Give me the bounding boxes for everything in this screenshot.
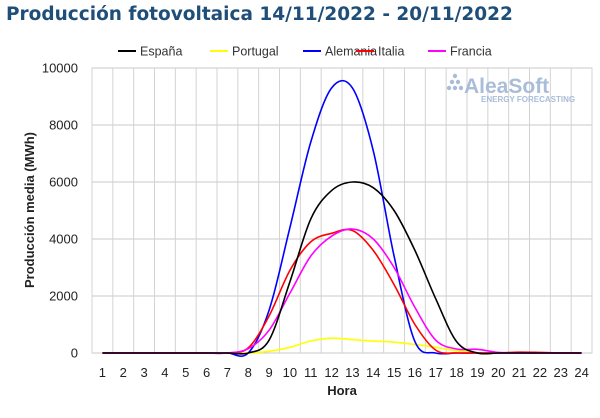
series-line-espana	[102, 181, 582, 355]
y-axis-title: Producción media (MWh)	[22, 132, 37, 288]
x-tick-label: 12	[324, 365, 338, 380]
x-tick-label: 9	[265, 365, 272, 380]
legend-label-espana: España	[140, 45, 182, 59]
x-tick-label: 23	[554, 365, 568, 380]
x-tick-label: 14	[366, 365, 380, 380]
y-tick-label: 6000	[49, 175, 78, 190]
x-tick-label: 1	[99, 365, 106, 380]
x-tick-label: 21	[512, 365, 526, 380]
x-axis-title: Hora	[327, 383, 357, 398]
x-tick-label: 3	[140, 365, 147, 380]
logo-dot	[452, 73, 458, 79]
x-tick-label: 7	[224, 365, 231, 380]
x-tick-label: 11	[304, 365, 318, 380]
aleasoft-watermark: AleaSoft ENERGY FORECASTING	[446, 73, 575, 104]
x-tick-label: 8	[245, 365, 252, 380]
x-tick-label: 22	[533, 365, 547, 380]
logo-dot	[449, 79, 455, 85]
watermark-brand: AleaSoft	[464, 75, 549, 98]
x-tick-label: 24	[574, 365, 588, 380]
logo-dot	[455, 79, 461, 85]
legend-label-francia: Francia	[450, 45, 492, 59]
grid-layer	[91, 67, 593, 354]
chart-title: Producción fotovoltaica 14/11/2022 - 20/…	[6, 4, 513, 25]
x-tick-label: 13	[345, 365, 359, 380]
legend-label-italia: Italia	[378, 45, 404, 59]
x-tick-label: 19	[470, 365, 484, 380]
x-tick-label: 2	[120, 365, 127, 380]
x-tick-label: 4	[161, 365, 168, 380]
y-tick-label: 10000	[42, 61, 78, 76]
x-tick-label: 6	[203, 365, 210, 380]
x-tick-label: 15	[387, 365, 401, 380]
y-tick-label: 0	[71, 346, 78, 361]
series-layer	[102, 79, 582, 357]
watermark-tagline: ENERGY FORECASTING	[481, 95, 575, 104]
x-tick-label: 17	[429, 365, 443, 380]
logo-dot	[458, 85, 464, 91]
aleasoft-logo-icon	[446, 73, 464, 91]
x-tick-label: 5	[182, 365, 189, 380]
y-tick-label: 8000	[49, 118, 78, 133]
logo-dot	[452, 85, 458, 91]
x-tick-label: 18	[449, 365, 463, 380]
y-tick-label: 2000	[49, 289, 78, 304]
x-tick-label: 20	[491, 365, 505, 380]
legend: España Portugal Alemania Italia Francia	[118, 45, 492, 59]
y-tick-label: 4000	[49, 232, 78, 247]
legend-label-alemania: Alemania	[325, 45, 377, 59]
x-tick-label: 10	[283, 365, 297, 380]
legend-label-portugal: Portugal	[232, 45, 279, 59]
x-tick-label: 16	[408, 365, 422, 380]
logo-dot	[446, 85, 452, 91]
